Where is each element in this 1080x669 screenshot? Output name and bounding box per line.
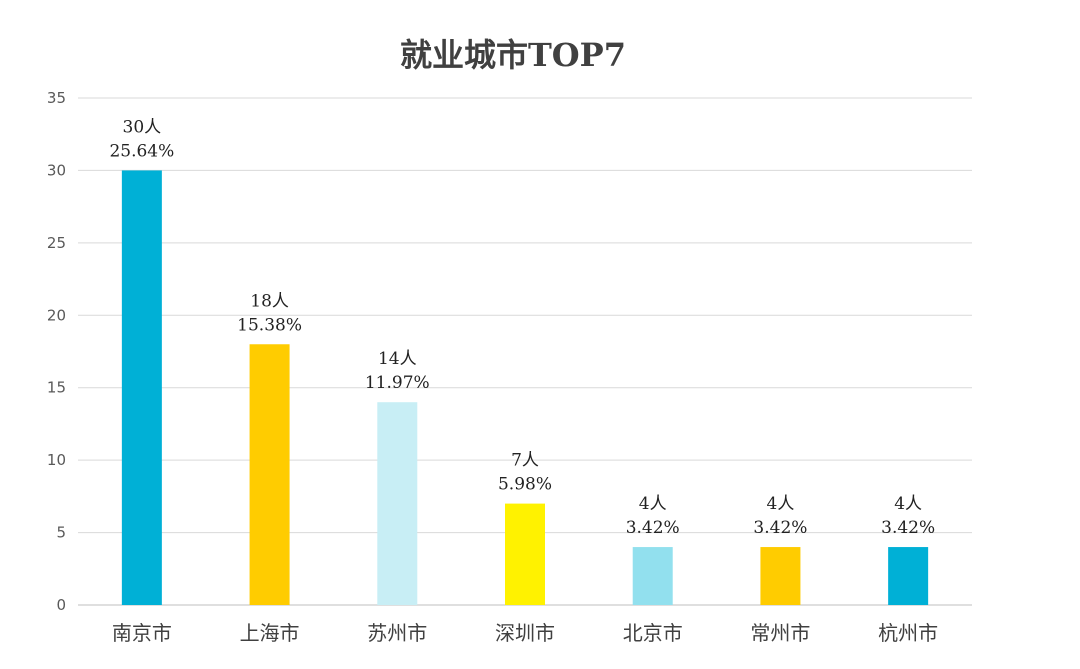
y-tick-label: 10 (47, 451, 66, 469)
y-tick-label: 0 (56, 596, 66, 614)
data-label-percent: 11.97% (365, 373, 430, 393)
data-label-percent: 3.42% (626, 518, 680, 538)
y-tick-label: 30 (47, 161, 66, 179)
y-tick-label: 15 (47, 379, 66, 397)
x-category-label: 深圳市 (495, 621, 555, 645)
data-label-count: 4人 (639, 494, 667, 514)
data-label-count: 4人 (894, 494, 922, 514)
x-category-label: 上海市 (240, 621, 300, 645)
data-label-percent: 5.98% (498, 475, 552, 495)
chart-title: 就业城市TOP7 (399, 36, 627, 74)
y-tick-label: 35 (47, 89, 66, 107)
y-tick-label: 20 (47, 306, 66, 324)
x-category-label: 南京市 (112, 621, 172, 645)
data-label-percent: 3.42% (753, 518, 807, 538)
data-label-percent: 15.38% (237, 315, 302, 335)
bar (760, 547, 801, 605)
bar (888, 547, 929, 605)
bar (505, 503, 545, 605)
x-category-label: 常州市 (750, 621, 810, 645)
bar (632, 547, 673, 605)
data-label-count: 14人 (378, 349, 417, 369)
data-label-count: 30人 (123, 117, 162, 137)
data-label-count: 18人 (250, 291, 289, 311)
y-tick-label: 5 (56, 524, 66, 542)
data-label-percent: 3.42% (881, 518, 935, 538)
bar (121, 170, 162, 605)
x-category-label: 杭州市 (878, 621, 938, 645)
data-label-count: 7人 (511, 451, 539, 471)
data-label-count: 4人 (767, 494, 795, 514)
x-category-label: 苏州市 (367, 621, 427, 645)
bar (249, 344, 290, 605)
y-tick-label: 25 (47, 234, 66, 252)
x-category-label: 北京市 (623, 621, 683, 645)
bar (377, 402, 418, 605)
data-label-percent: 25.64% (109, 141, 174, 161)
